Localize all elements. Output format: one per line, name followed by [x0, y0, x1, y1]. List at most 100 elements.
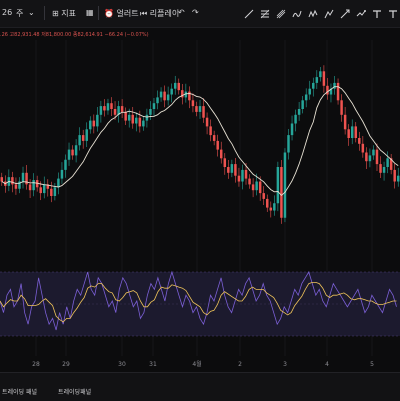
toolbar-divider [98, 6, 99, 20]
candle-body [28, 184, 32, 191]
text-tool-icon[interactable] [372, 9, 382, 19]
candle-body [290, 123, 294, 136]
candle-body [92, 120, 96, 127]
fib-retracement-icon[interactable] [260, 9, 270, 19]
candle-body [343, 114, 347, 130]
brush-icon[interactable] [292, 9, 302, 19]
chevron-down-icon[interactable]: ⌄ [28, 8, 35, 17]
candle-body [57, 178, 60, 188]
ohlc-close: 종82,614.91 [72, 32, 103, 38]
candle-body [18, 181, 21, 189]
moving-average-line [1, 86, 399, 197]
candle-body [138, 117, 142, 127]
candle-body [96, 114, 99, 127]
candle-body [11, 177, 14, 185]
candle-body [198, 106, 202, 112]
candle-body [237, 175, 241, 182]
timeframe-value[interactable]: 26 [2, 8, 13, 17]
candle-body [255, 181, 258, 191]
x-axis-tick-label: 5 [370, 361, 374, 368]
candle-body [166, 94, 170, 101]
candle-body [163, 91, 166, 101]
forecast-icon[interactable] [356, 9, 366, 19]
candle-body [152, 103, 156, 109]
bottom-panel: 트레이딩 패널 트레이딩패널 [0, 372, 400, 401]
candle-body [110, 103, 113, 109]
candle-body [358, 138, 361, 144]
candle-body [50, 188, 53, 196]
layout-icon[interactable]: ▦ [86, 8, 94, 17]
indicators-label: 지표 [61, 9, 76, 18]
candle-body [191, 100, 195, 107]
candle-body [301, 100, 304, 109]
candle-body [234, 164, 237, 176]
candle-body [372, 149, 375, 156]
candle-body [117, 106, 120, 115]
candle-body [269, 207, 273, 211]
ohlc-low: 저81,800.00 [41, 32, 72, 38]
measure-icon[interactable] [340, 9, 350, 19]
candle-body [326, 85, 329, 95]
candle-body [322, 71, 326, 86]
x-axis-tick-label: 29 [62, 361, 70, 368]
candle-body [244, 169, 248, 179]
x-axis-tick-label: 2 [238, 361, 242, 368]
candle-body [212, 135, 216, 141]
candle-body [393, 169, 396, 182]
candle-body [184, 91, 188, 98]
x-axis-tick-label: 3 [283, 361, 287, 368]
candle-body [25, 172, 28, 185]
signal-line [0, 282, 397, 323]
candle-body [297, 109, 301, 115]
pitchfork-icon[interactable] [276, 9, 286, 19]
candle-body [78, 135, 81, 146]
trading-panel-tab-2[interactable]: 트레이딩패널 [58, 389, 92, 396]
candle-body [266, 198, 269, 208]
candle-body [103, 106, 106, 111]
candle-body [46, 184, 50, 189]
candle-body [209, 126, 212, 136]
undo-icon[interactable]: ↶ [178, 8, 185, 17]
candle-body [181, 90, 184, 98]
candle-body [64, 159, 67, 170]
candle-body [173, 82, 177, 89]
trend-line-icon[interactable] [244, 9, 254, 19]
candle-body [39, 187, 42, 194]
candle-body [99, 106, 103, 115]
indicators-icon: ⊞ [52, 9, 59, 18]
candle-body [106, 103, 110, 111]
x-axis-tick-label: 4 [325, 361, 329, 368]
alert-label: 얼러트 [116, 9, 139, 18]
candle-body [170, 88, 173, 95]
candle-body [347, 129, 350, 138]
candle-body [308, 88, 311, 95]
candle-body [333, 82, 336, 89]
pattern-icon[interactable] [308, 9, 318, 19]
candle-body [248, 178, 251, 185]
x-axis-tick-label: 4월 [192, 360, 201, 368]
replay-button[interactable]: ⏮ 리플레이 [140, 8, 179, 19]
candle-body [382, 167, 386, 173]
candle-body [205, 117, 209, 127]
candle-body [74, 145, 78, 156]
candle-body [127, 114, 131, 121]
ohlc-change: −66.24 (−0.07%) [104, 32, 149, 38]
alert-button[interactable]: ⏰ 얼러트 [104, 8, 139, 19]
x-axis-tick-label: 28 [32, 361, 40, 368]
candle-body [396, 175, 400, 182]
candle-body [202, 106, 205, 118]
chart-type-button[interactable]: 주 [16, 9, 24, 18]
candle-body [43, 184, 46, 194]
elliott-wave-icon[interactable] [324, 9, 334, 19]
candle-body [230, 164, 234, 173]
trading-panel-tab-1[interactable]: 트레이딩 패널 [2, 389, 38, 396]
ohlc-legend: .26 고82,931.48 저81,800.00 종82,614.91 −66… [0, 31, 149, 38]
candle-body [135, 117, 138, 124]
text-note-icon[interactable] [388, 9, 398, 19]
candle-body [32, 180, 35, 191]
candle-body [241, 169, 244, 182]
redo-icon[interactable]: ↷ [192, 8, 199, 17]
candle-body [294, 114, 297, 124]
indicators-button[interactable]: ⊞ 지표 [52, 8, 76, 19]
